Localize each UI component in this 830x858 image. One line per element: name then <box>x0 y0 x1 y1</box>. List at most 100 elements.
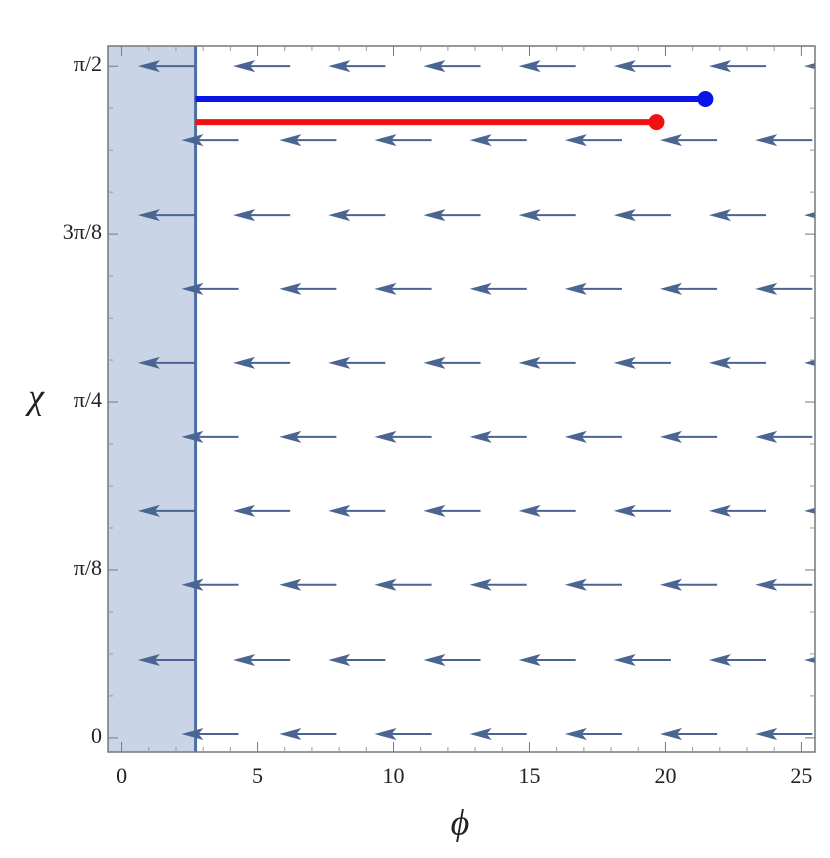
arrow-head <box>328 209 351 222</box>
trajectory-end <box>697 91 714 108</box>
x-tick-label: 10 <box>383 763 405 788</box>
arrow <box>233 209 291 222</box>
arrow-head <box>279 430 302 443</box>
arrow-head <box>328 504 351 517</box>
arrow <box>233 356 291 369</box>
arrow-head <box>374 282 397 295</box>
arrow <box>469 134 527 147</box>
arrow <box>613 504 671 517</box>
plot-frame <box>107 45 816 753</box>
arrow <box>137 356 196 369</box>
arrow-head <box>708 504 731 517</box>
arrow-head <box>518 356 541 369</box>
arrow-head <box>613 60 636 73</box>
x-tick-label: 25 <box>790 763 812 788</box>
arrow-head <box>279 134 302 147</box>
arrow-head <box>755 578 778 591</box>
arrow-head <box>518 504 541 517</box>
arrow-head <box>469 578 492 591</box>
arrow <box>518 356 576 369</box>
arrow-head <box>423 504 446 517</box>
arrow <box>518 60 576 73</box>
arrow-head <box>137 504 160 517</box>
arrow <box>660 578 718 591</box>
arrow-head <box>469 728 492 741</box>
arrow <box>423 60 481 73</box>
arrow <box>279 282 337 295</box>
arrow-head <box>137 654 160 667</box>
arrow <box>613 356 671 369</box>
arrow-head <box>564 134 587 147</box>
arrow-head <box>233 504 256 517</box>
y-tick-label: π/8 <box>74 555 102 580</box>
arrow-head <box>469 134 492 147</box>
arrow-head <box>708 209 731 222</box>
arrow-head <box>181 430 204 443</box>
arrow-head <box>660 134 683 147</box>
arrow <box>423 504 481 517</box>
arrow-head <box>181 282 204 295</box>
arrow-head <box>518 60 541 73</box>
arrow <box>804 657 815 664</box>
arrow <box>613 654 671 667</box>
x-tick-label: 0 <box>116 763 127 788</box>
arrow <box>660 134 718 147</box>
arrow <box>660 728 718 741</box>
arrow <box>279 430 337 443</box>
y-axis-title: χ <box>25 376 45 416</box>
arrow <box>137 504 196 517</box>
arrow-head <box>423 356 446 369</box>
arrow-head <box>518 209 541 222</box>
arrow <box>469 728 527 741</box>
arrow-head <box>804 359 815 366</box>
arrow <box>328 356 386 369</box>
arrow-head <box>233 356 256 369</box>
arrow-head <box>613 654 636 667</box>
shaded-region <box>108 46 196 752</box>
arrow <box>137 654 196 667</box>
arrow-head <box>755 728 778 741</box>
arrow <box>660 282 718 295</box>
arrow <box>279 134 337 147</box>
arrow-head <box>708 356 731 369</box>
arrow <box>423 654 481 667</box>
arrow-head <box>137 60 160 73</box>
arrow <box>374 282 432 295</box>
arrow <box>518 654 576 667</box>
arrow-head <box>233 654 256 667</box>
arrow-head <box>181 578 204 591</box>
arrow-head <box>564 282 587 295</box>
arrow <box>708 60 767 73</box>
arrow <box>804 212 815 219</box>
arrow-head <box>137 356 160 369</box>
arrow <box>518 504 576 517</box>
arrow <box>233 504 291 517</box>
arrow-head <box>181 134 204 147</box>
y-tick-label: π/2 <box>74 51 102 76</box>
arrow-head <box>374 134 397 147</box>
arrow-head <box>328 60 351 73</box>
arrow <box>423 356 481 369</box>
x-tick-label: 15 <box>518 763 540 788</box>
arrow-head <box>564 430 587 443</box>
arrow <box>708 504 767 517</box>
arrow-head <box>374 728 397 741</box>
arrow <box>564 578 622 591</box>
arrow-head <box>660 578 683 591</box>
arrow-head <box>423 209 446 222</box>
arrow-head <box>613 504 636 517</box>
arrow <box>328 209 386 222</box>
arrow <box>755 430 813 443</box>
arrow <box>613 60 671 73</box>
arrow <box>374 728 432 741</box>
arrow-head <box>423 60 446 73</box>
arrow-head <box>279 578 302 591</box>
arrow-head <box>564 728 587 741</box>
arrow <box>181 578 239 591</box>
arrow-head <box>469 282 492 295</box>
arrow <box>279 728 337 741</box>
arrow <box>708 654 767 667</box>
arrow <box>181 282 239 295</box>
arrow <box>469 282 527 295</box>
